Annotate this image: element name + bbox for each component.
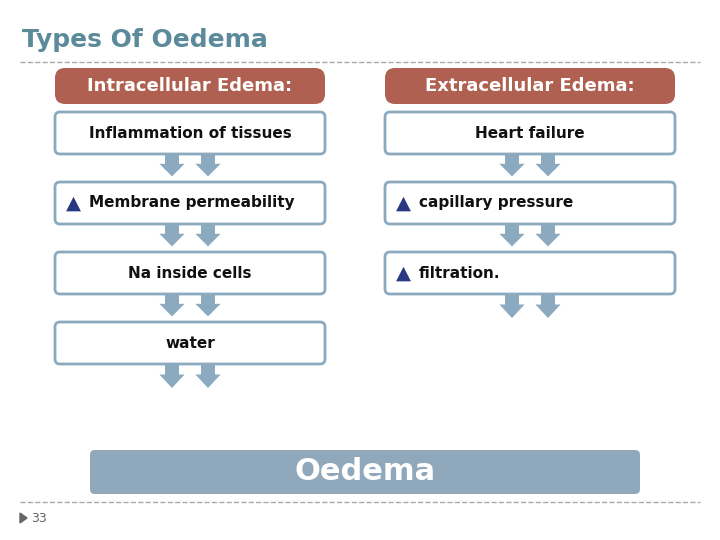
Text: filtration.: filtration. [419, 266, 500, 280]
Text: Heart failure: Heart failure [475, 125, 585, 140]
Text: ▲: ▲ [395, 193, 410, 213]
FancyBboxPatch shape [55, 68, 325, 104]
Text: Types Of Oedema: Types Of Oedema [22, 28, 268, 52]
FancyArrow shape [500, 224, 525, 246]
Text: ▲: ▲ [395, 264, 410, 282]
Text: Membrane permeability: Membrane permeability [89, 195, 294, 211]
Text: capillary pressure: capillary pressure [419, 195, 573, 211]
Polygon shape [20, 513, 27, 523]
FancyArrow shape [159, 154, 184, 177]
FancyArrow shape [195, 294, 220, 316]
FancyArrow shape [500, 154, 525, 177]
Text: Intracellular Edema:: Intracellular Edema: [87, 77, 292, 95]
Text: Oedema: Oedema [294, 457, 436, 487]
Text: ▲: ▲ [66, 193, 81, 213]
FancyArrow shape [195, 154, 220, 177]
FancyArrow shape [536, 294, 561, 318]
FancyArrow shape [536, 154, 561, 177]
FancyArrow shape [500, 294, 525, 318]
FancyArrow shape [195, 364, 220, 388]
FancyArrow shape [195, 224, 220, 246]
FancyBboxPatch shape [90, 450, 640, 494]
FancyBboxPatch shape [385, 112, 675, 154]
FancyBboxPatch shape [385, 68, 675, 104]
Text: Extracellular Edema:: Extracellular Edema: [426, 77, 635, 95]
FancyBboxPatch shape [55, 252, 325, 294]
FancyBboxPatch shape [385, 182, 675, 224]
FancyBboxPatch shape [55, 322, 325, 364]
Text: Na inside cells: Na inside cells [128, 266, 252, 280]
FancyArrow shape [159, 364, 184, 388]
FancyBboxPatch shape [55, 112, 325, 154]
Text: Inflammation of tissues: Inflammation of tissues [89, 125, 292, 140]
FancyBboxPatch shape [55, 182, 325, 224]
FancyArrow shape [159, 294, 184, 316]
FancyArrow shape [536, 224, 561, 246]
FancyBboxPatch shape [385, 252, 675, 294]
Text: water: water [165, 335, 215, 350]
Text: 33: 33 [31, 511, 47, 524]
FancyArrow shape [159, 224, 184, 246]
